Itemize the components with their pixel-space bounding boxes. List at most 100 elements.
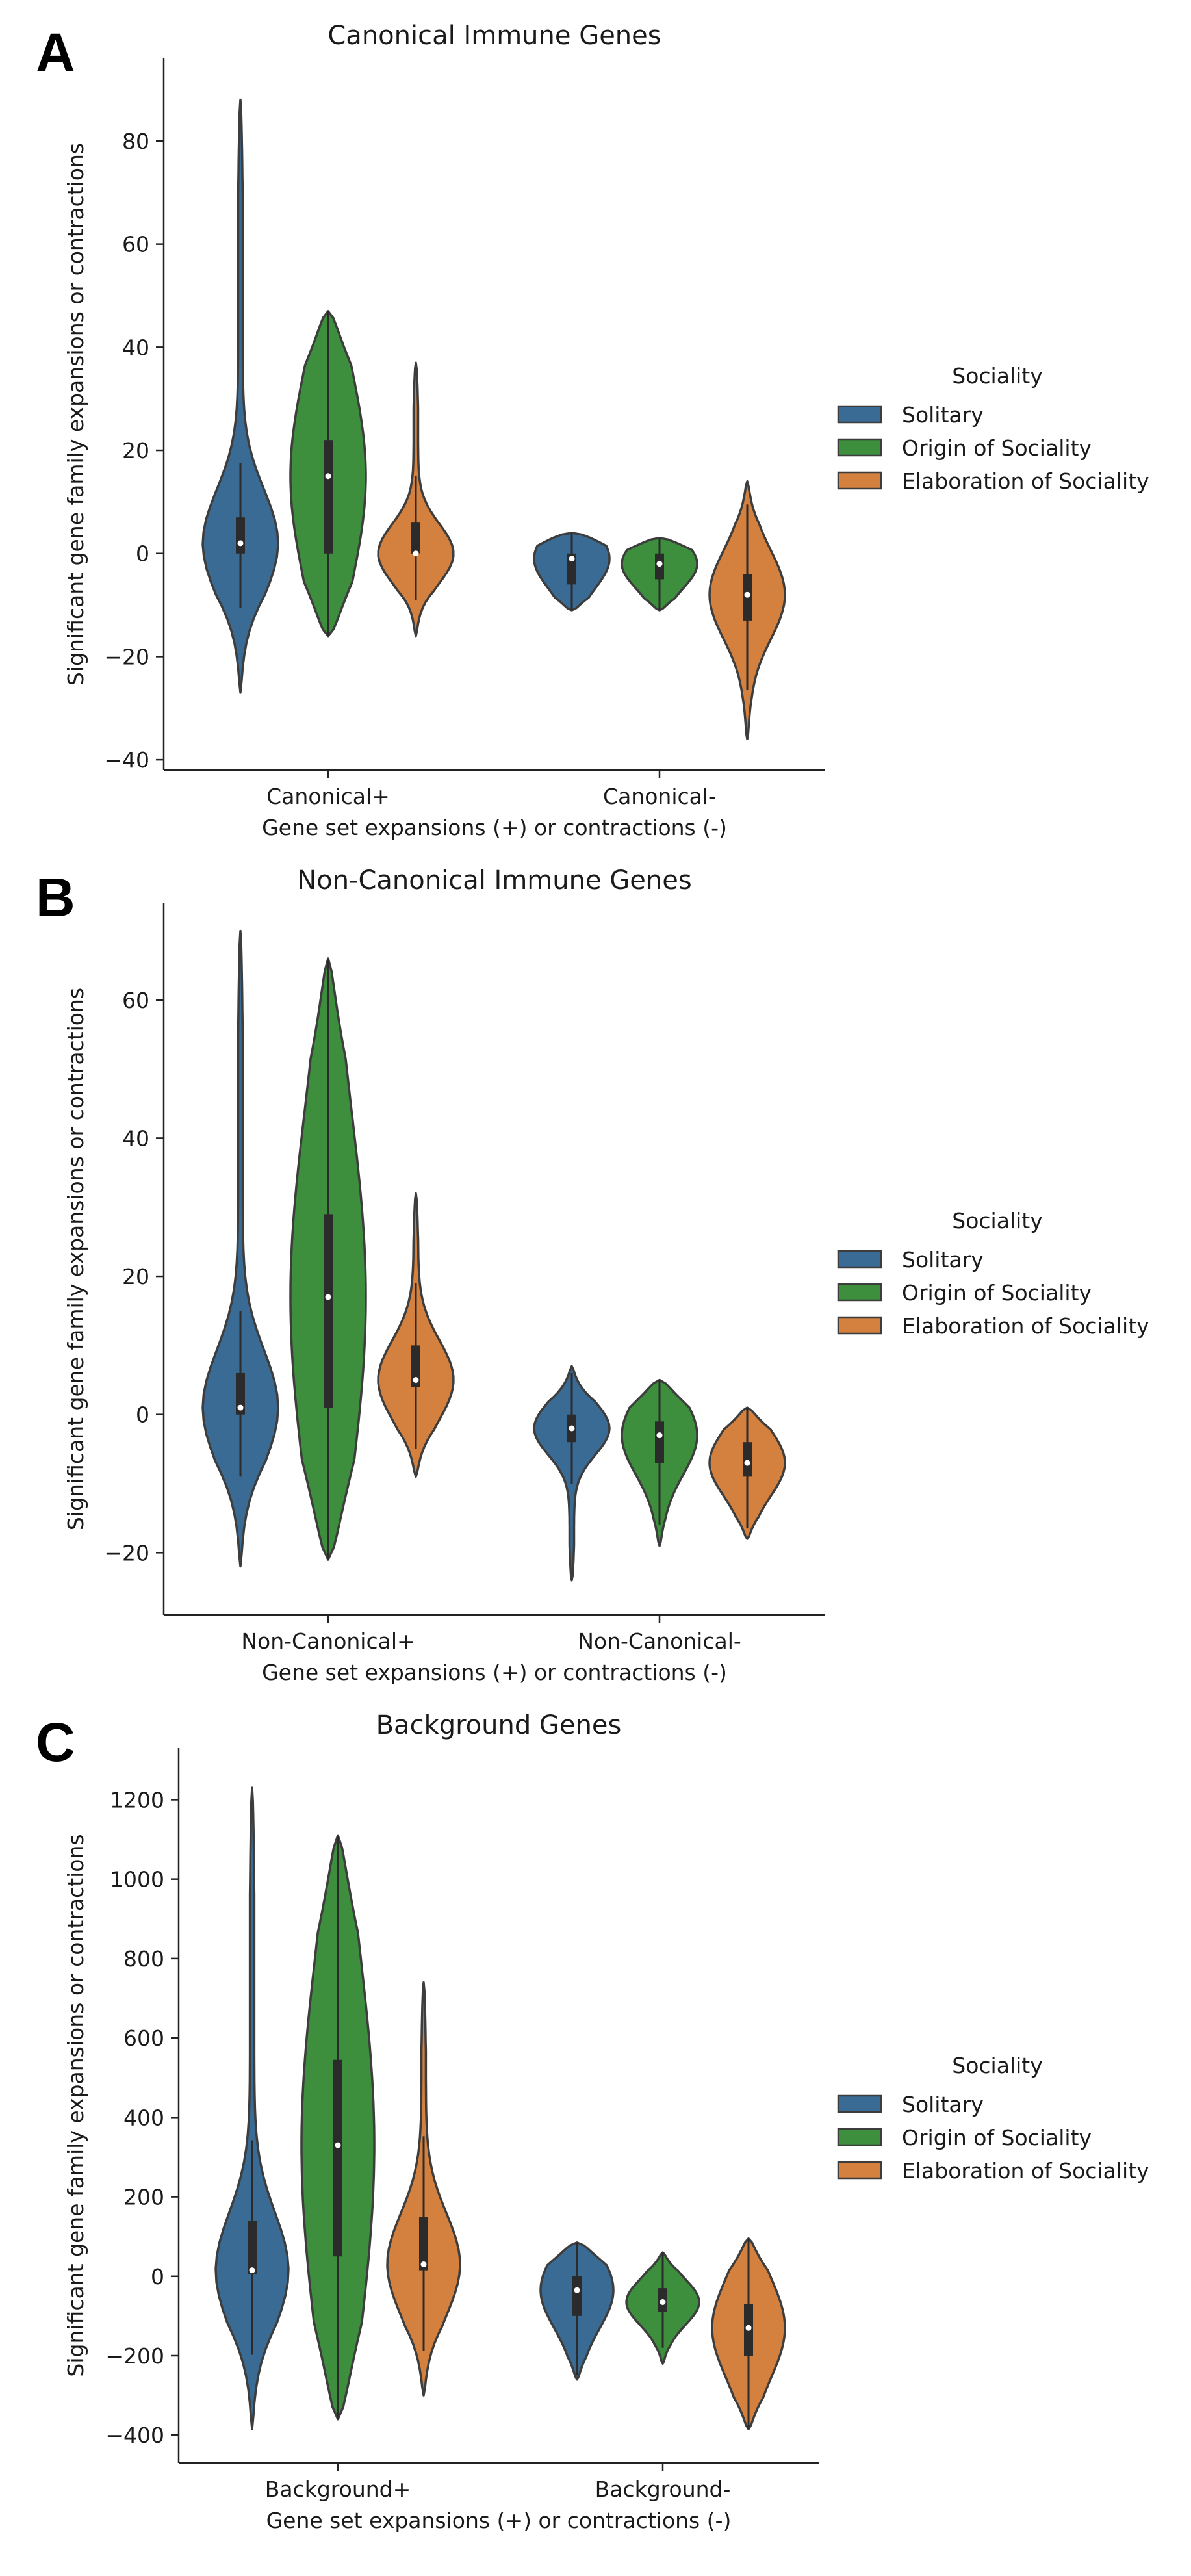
chart-title: Non-Canonical Immune Genes: [297, 866, 691, 895]
y-tick-label: 200: [123, 2185, 164, 2210]
legend-swatch: [837, 1316, 882, 1335]
iqr-box: [411, 1345, 420, 1387]
x-tick-label: Non-Canonical-: [578, 1629, 741, 1654]
median-dot: [237, 1404, 244, 1411]
y-tick-label: −20: [104, 644, 149, 669]
violin-0-0: [201, 929, 279, 1568]
iqr-box: [333, 2059, 342, 2257]
legend: Sociality Solitary Origin of Sociality Elab…: [837, 1208, 1149, 1339]
legend-swatch: [837, 1283, 882, 1302]
median-dot: [744, 1460, 750, 1466]
violin-0-0: [201, 98, 279, 694]
panel-b: B Non-Canonical Immune Genes −20 0 20 40 60 Sig…: [36, 866, 1149, 1685]
legend-entry: Origin of Sociality: [902, 2125, 1092, 2150]
median-dot: [335, 2142, 341, 2148]
y-tick-label: −40: [104, 747, 149, 773]
legend-swatch: [837, 1250, 882, 1269]
median-dot: [569, 556, 575, 562]
y-axis-label: Significant gene family expansions or co…: [63, 1834, 88, 2376]
y-tick-label: 1200: [110, 1787, 164, 1812]
y-tick-label: 0: [136, 1402, 149, 1428]
median-dot: [420, 2261, 427, 2267]
median-dot: [413, 550, 419, 557]
median-dot: [660, 2299, 666, 2305]
legend-entry: Elaboration of Sociality: [902, 469, 1149, 494]
panel-letter: A: [36, 22, 75, 83]
iqr-box: [572, 2276, 582, 2316]
panel-c: C Background Genes −400 −200 0 200 400 600 800 10…: [36, 1710, 1149, 2533]
legend-entry: Solitary: [902, 2092, 984, 2117]
y-tick-label: 20: [122, 438, 149, 463]
iqr-box: [567, 553, 576, 585]
panel-letter: B: [36, 867, 75, 928]
legend-swatch: [837, 2161, 882, 2180]
chart-title: Background Genes: [376, 1710, 622, 1740]
x-axis-label: Gene set expansions (+) or contractions …: [262, 1660, 727, 1685]
y-tick-label: 800: [123, 1946, 164, 1972]
median-dot: [744, 591, 750, 598]
legend-swatch: [837, 438, 882, 457]
y-tick-label: 1000: [110, 1867, 164, 1892]
iqr-box: [411, 522, 420, 554]
legend-entry: Solitary: [902, 1247, 984, 1272]
x-tick-label: Canonical+: [266, 784, 390, 809]
median-dot: [325, 1294, 331, 1300]
y-tick-label: −200: [105, 2343, 164, 2369]
panel-a: A Canonical Immune Genes −40 −20 0 20 40 60 80 Si…: [36, 21, 1149, 840]
legend-entry: Elaboration of Sociality: [902, 1313, 1149, 1339]
median-dot: [249, 2267, 255, 2274]
median-dot: [745, 2325, 752, 2331]
legend-entry: Origin of Sociality: [902, 435, 1092, 461]
legend-title: Sociality: [952, 363, 1042, 389]
y-tick-label: 40: [122, 335, 149, 360]
legend: Sociality Solitary Origin of Sociality Elab…: [837, 363, 1149, 494]
median-dot: [325, 473, 331, 480]
y-tick-label: −20: [104, 1540, 149, 1565]
violin-0-0: [214, 1786, 290, 2430]
y-axis-label: Significant gene family expansions or co…: [63, 988, 88, 1530]
median-dot: [569, 1425, 575, 1432]
y-tick-label: −400: [105, 2423, 164, 2448]
y-tick-label: 400: [123, 2105, 164, 2130]
median-dot: [413, 1377, 419, 1384]
x-tick-label: Background-: [595, 2477, 731, 2502]
y-tick-label: 60: [122, 232, 149, 257]
x-tick-label: Background+: [265, 2477, 411, 2502]
x-tick-label: Canonical-: [603, 784, 716, 809]
iqr-box: [236, 1372, 245, 1415]
x-tick-label: Non-Canonical+: [241, 1629, 415, 1654]
iqr-box: [324, 1214, 333, 1408]
y-tick-label: 600: [123, 2026, 164, 2051]
legend-swatch: [837, 471, 882, 490]
iqr-box: [236, 517, 245, 554]
panel-letter: C: [36, 1712, 75, 1773]
median-dot: [656, 1432, 663, 1439]
y-axis-label: Significant gene family expansions or co…: [63, 143, 88, 686]
legend-title: Sociality: [952, 1208, 1042, 1233]
legend-title: Sociality: [952, 2053, 1042, 2078]
iqr-box: [419, 2217, 428, 2271]
chart-title: Canonical Immune Genes: [327, 21, 661, 51]
y-tick-label: 20: [122, 1264, 149, 1289]
legend-swatch: [837, 405, 882, 424]
y-tick-label: 60: [122, 988, 149, 1013]
median-dot: [237, 540, 244, 547]
legend-entry: Elaboration of Sociality: [902, 2158, 1149, 2183]
y-tick-label: 0: [136, 541, 149, 567]
y-tick-label: 80: [122, 129, 149, 154]
iqr-box: [248, 2221, 257, 2274]
x-axis-label: Gene set expansions (+) or contractions …: [266, 2508, 732, 2533]
legend-swatch: [837, 2094, 882, 2113]
legend-swatch: [837, 2128, 882, 2146]
iqr-box: [743, 1442, 752, 1477]
legend: Sociality Solitary Origin of Sociality Elab…: [837, 2053, 1149, 2183]
median-dot: [574, 2287, 580, 2293]
legend-entry: Solitary: [902, 402, 984, 428]
y-tick-label: 40: [122, 1126, 149, 1151]
median-dot: [656, 561, 663, 567]
iqr-box: [324, 440, 333, 554]
y-tick-label: 0: [151, 2264, 164, 2289]
iqr-box: [655, 1421, 664, 1463]
legend-entry: Origin of Sociality: [902, 1280, 1092, 1306]
